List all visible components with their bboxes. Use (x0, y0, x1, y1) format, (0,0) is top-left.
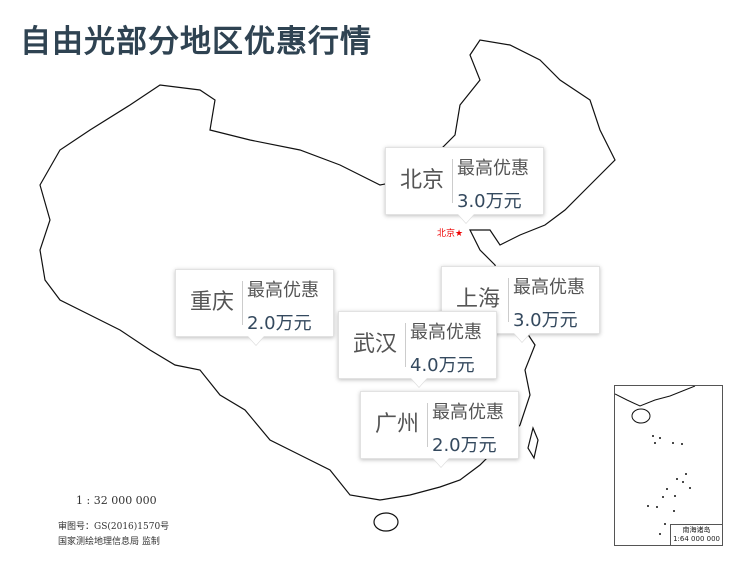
taiwan-island (527, 426, 539, 460)
discount-label: 最高优惠 (457, 158, 529, 179)
discount-label: 最高优惠 (410, 322, 482, 343)
city-name: 上海 (455, 287, 500, 312)
china-outline (39, 39, 616, 501)
publisher-note: 国家测绘地理信息局 监制 (58, 537, 160, 547)
discount-value: 2.0万元 (247, 313, 312, 334)
divider (452, 159, 453, 203)
divider (242, 281, 243, 325)
inset-scale: 1:64 000 000 (673, 535, 720, 543)
beijing-capital-marker: 北京★ (437, 229, 464, 239)
map-scale: 1 : 32 000 000 (76, 494, 157, 507)
discount-label: 最高优惠 (432, 402, 504, 423)
discount-value: 2.0万元 (432, 435, 497, 456)
page-title: 自由光部分地区优惠行情 (20, 24, 372, 60)
callout-pointer (411, 378, 427, 387)
discount-value: 3.0万元 (513, 310, 578, 331)
inset-map (614, 385, 696, 535)
city-name: 北京 (399, 168, 444, 193)
discount-value: 4.0万元 (410, 355, 475, 376)
divider (405, 323, 406, 367)
city-name: 重庆 (189, 290, 234, 315)
approval-number: 审图号：GS(2016)1570号 (58, 522, 170, 532)
callout-pointer (514, 333, 530, 342)
inset-label: 南海诸岛 1:64 000 000 (670, 524, 722, 545)
callout-chongqing[interactable]: 重庆 最高优惠 2.0万元 (175, 269, 334, 345)
callout-pointer (248, 336, 264, 345)
south-china-sea-inset: 南海诸岛 1:64 000 000 (614, 385, 723, 546)
divider (508, 278, 509, 322)
divider (427, 403, 428, 447)
discount-label: 最高优惠 (247, 280, 319, 301)
city-name: 广州 (374, 412, 419, 437)
callout-shanghai[interactable]: 上海 最高优惠 3.0万元 (441, 266, 600, 342)
discount-value: 3.0万元 (457, 191, 522, 212)
hainan-island (373, 512, 399, 532)
callout-guangzhou[interactable]: 广州 最高优惠 2.0万元 (360, 391, 519, 467)
callout-pointer (458, 214, 474, 223)
callout-beijing[interactable]: 北京 最高优惠 3.0万元 (385, 147, 544, 223)
callout-pointer (433, 458, 449, 467)
city-name: 武汉 (352, 332, 397, 357)
callout-wuhan[interactable]: 武汉 最高优惠 4.0万元 (338, 311, 497, 387)
inset-name: 南海诸岛 (682, 526, 711, 534)
discount-label: 最高优惠 (513, 277, 585, 298)
